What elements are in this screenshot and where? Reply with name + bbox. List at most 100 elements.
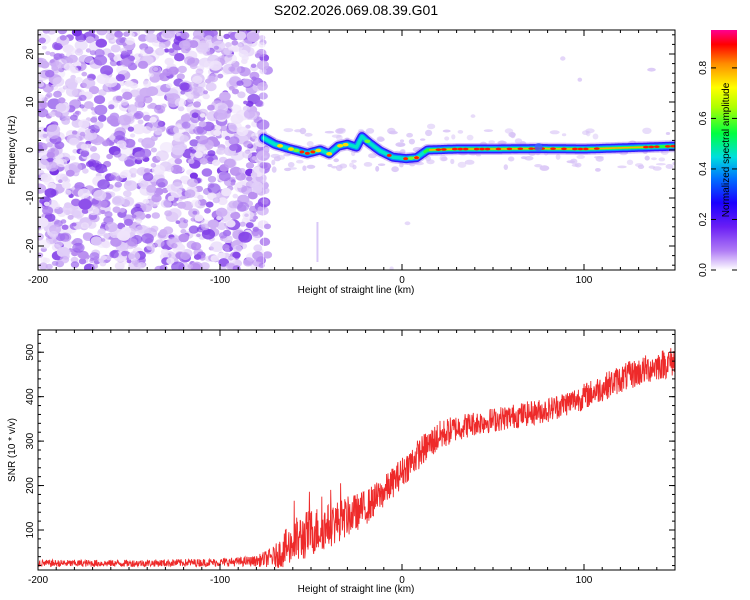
noise-cell xyxy=(39,101,49,109)
noise-cell xyxy=(260,187,270,195)
noise-cell xyxy=(51,61,63,71)
faint-speckle xyxy=(655,163,666,166)
noise-cell xyxy=(77,188,91,199)
faint-speckle xyxy=(555,153,561,160)
faint-speckle xyxy=(363,162,373,167)
faint-speckle xyxy=(647,67,656,72)
noise-cell xyxy=(93,121,104,130)
noise-cell xyxy=(171,144,185,156)
noise-cell xyxy=(128,251,141,261)
noise-cell xyxy=(144,46,154,54)
noise-cell xyxy=(190,149,197,154)
noise-cell xyxy=(225,42,232,48)
noise-cell xyxy=(235,172,246,181)
noise-cell xyxy=(234,31,247,41)
noise-cell xyxy=(119,81,125,87)
noise-cell xyxy=(256,205,269,216)
noise-cell xyxy=(239,221,246,227)
noise-cell xyxy=(189,63,198,70)
noise-cell xyxy=(117,230,131,241)
noise-cell xyxy=(103,168,108,172)
noise-cell xyxy=(207,156,214,162)
noise-cell xyxy=(207,73,219,83)
noise-cell xyxy=(40,60,50,69)
noise-cell xyxy=(78,119,90,129)
faint-speckle xyxy=(457,130,464,134)
noise-cell xyxy=(249,205,258,213)
snr-frame xyxy=(37,329,676,571)
faint-speckle xyxy=(451,134,456,140)
noise-cell xyxy=(71,222,77,227)
noise-cell xyxy=(204,208,211,214)
noise-cell xyxy=(97,179,110,190)
noise-cell xyxy=(100,65,114,76)
ridge-blob xyxy=(277,144,284,148)
ridge-hot xyxy=(506,147,513,151)
ridge-bump xyxy=(534,143,543,152)
noise-cell xyxy=(241,185,253,195)
noise-cell xyxy=(187,264,193,269)
faint-speckle xyxy=(665,164,674,169)
noise-cell xyxy=(193,254,202,260)
noise-cell xyxy=(102,140,110,147)
noise-cell xyxy=(66,134,80,145)
ridge-hot xyxy=(386,153,392,157)
noise-cell xyxy=(228,121,242,132)
noise-cell xyxy=(89,146,97,152)
noise-cell xyxy=(38,262,48,270)
noise-cell xyxy=(214,109,228,120)
noise-cell xyxy=(53,43,63,50)
noise-cell xyxy=(243,100,248,105)
noise-cell xyxy=(100,238,106,242)
noise-cell xyxy=(170,182,184,192)
noise-cell xyxy=(176,32,182,37)
noise-cell xyxy=(134,100,144,108)
noise-cell xyxy=(219,124,228,132)
noise-cell xyxy=(100,209,106,215)
noise-cell xyxy=(197,194,204,200)
x-tick-label: -200 xyxy=(28,275,48,286)
noise-cell xyxy=(54,141,65,150)
ridge-hot xyxy=(572,147,578,151)
noise-cell xyxy=(231,46,240,52)
noise-cell xyxy=(93,95,106,105)
faint-speckle xyxy=(425,129,433,137)
noise-cell xyxy=(154,239,165,248)
noise-cell xyxy=(65,169,75,177)
noise-cell xyxy=(243,109,256,119)
faint-streak xyxy=(316,222,319,262)
noise-cell xyxy=(123,31,130,37)
y-tick-label: -20 xyxy=(25,238,36,253)
noise-cell xyxy=(164,210,173,217)
noise-cell xyxy=(225,219,236,228)
noise-cell xyxy=(141,137,156,149)
noise-cell xyxy=(132,123,146,135)
noise-cell xyxy=(123,180,138,192)
noise-cell xyxy=(78,258,87,265)
noise-cell xyxy=(91,263,98,270)
faint-speckle xyxy=(508,156,515,162)
ridge-blob xyxy=(408,156,415,160)
noise-cell xyxy=(217,197,228,206)
noise-cell xyxy=(237,91,246,99)
x-tick-label: 0 xyxy=(399,575,405,586)
colorbar-tick-label: 0.4 xyxy=(698,162,709,176)
noise-cell xyxy=(245,222,254,229)
noise-cell xyxy=(129,32,135,37)
faint-speckle xyxy=(296,159,304,164)
colorbar-gradient xyxy=(711,30,737,270)
noise-cell xyxy=(58,53,65,59)
snr-panel: -200 -100 0 100 100 200 300 400 500 Height of s… xyxy=(7,329,676,595)
noise-cell xyxy=(196,233,201,238)
colorbar-tick-label: 0.0 xyxy=(698,263,709,277)
noise-cell xyxy=(168,48,175,53)
noise-cell xyxy=(126,259,132,264)
noise-cell xyxy=(42,206,54,216)
noise-cell xyxy=(149,116,157,123)
noise-cell xyxy=(205,201,214,208)
faint-speckle xyxy=(592,133,599,140)
noise-cell xyxy=(205,82,217,92)
noise-cell xyxy=(110,44,121,53)
noise-cell xyxy=(95,38,108,48)
